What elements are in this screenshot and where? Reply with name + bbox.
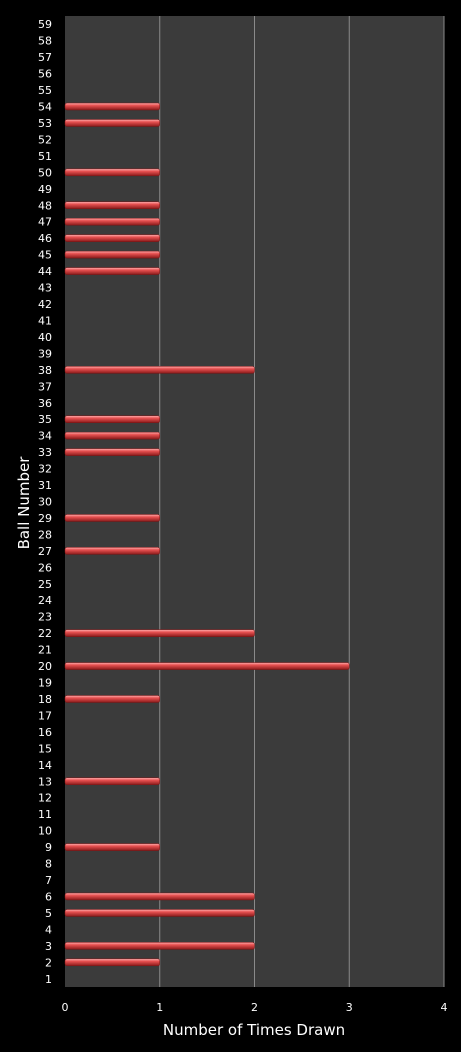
- y-tick-label: 3: [45, 940, 52, 953]
- y-tick-label: 48: [38, 199, 52, 212]
- y-tick-label: 38: [38, 364, 52, 377]
- bar-ball-33: [64, 448, 160, 456]
- x-tick-label: 3: [346, 1001, 353, 1014]
- bar-ball-27: [64, 547, 160, 555]
- y-tick-label: 46: [38, 232, 52, 245]
- bar-ball-47: [64, 217, 160, 226]
- bar-ball-29: [64, 514, 160, 522]
- y-tick-label: 8: [45, 858, 52, 871]
- bar-ball-13: [64, 777, 160, 786]
- y-tick-label: 42: [38, 298, 52, 311]
- y-tick-label: 2: [45, 956, 52, 969]
- bar-ball-35: [64, 415, 160, 423]
- y-tick-label: 24: [38, 594, 52, 607]
- y-axis-title: Ball Number: [15, 456, 33, 550]
- y-tick-label: 20: [38, 660, 52, 673]
- bar-ball-44: [64, 267, 160, 275]
- y-tick-label: 15: [38, 742, 52, 755]
- y-tick-label: 14: [38, 759, 52, 772]
- y-tick-label: 39: [38, 347, 52, 360]
- bar-ball-34: [64, 431, 160, 440]
- y-tick-label: 54: [38, 101, 52, 114]
- y-tick-label: 47: [38, 216, 52, 229]
- y-tick-label: 45: [38, 249, 52, 262]
- y-tick-label: 43: [38, 282, 52, 295]
- y-tick-label: 26: [38, 561, 52, 574]
- y-tick-label: 31: [38, 479, 52, 492]
- y-tick-label: 9: [45, 841, 52, 854]
- bar-ball-50: [64, 168, 160, 177]
- bar-ball-22: [64, 629, 255, 637]
- x-tick-labels: 0 1 2 3 4: [62, 1001, 448, 1014]
- y-tick-label: 58: [38, 35, 52, 48]
- bar-series: [64, 102, 350, 967]
- y-tick-label: 56: [38, 68, 52, 81]
- y-tick-label: 37: [38, 380, 52, 393]
- y-tick-label: 32: [38, 463, 52, 476]
- y-tick-label: 1: [45, 973, 52, 986]
- x-tick-label: 0: [62, 1001, 69, 1014]
- y-tick-label: 10: [38, 825, 52, 838]
- y-tick-label: 19: [38, 677, 52, 690]
- x-axis-title: Number of Times Drawn: [163, 1021, 345, 1039]
- y-tick-label: 51: [38, 150, 52, 163]
- y-tick-label: 52: [38, 133, 52, 146]
- y-tick-label: 53: [38, 117, 52, 130]
- bar-ball-45: [64, 250, 160, 259]
- y-tick-label: 23: [38, 611, 52, 624]
- y-tick-label: 27: [38, 545, 52, 558]
- y-tick-label: 33: [38, 446, 52, 459]
- bar-ball-2: [64, 958, 160, 967]
- x-tick-label: 1: [156, 1001, 163, 1014]
- y-tick-label: 22: [38, 627, 52, 640]
- y-tick-label: 35: [38, 413, 52, 426]
- y-tick-label: 25: [38, 578, 52, 591]
- x-tick-label: 4: [441, 1001, 448, 1014]
- y-tick-label: 55: [38, 84, 52, 97]
- y-tick-label: 34: [38, 430, 52, 443]
- x-tick-label: 2: [251, 1001, 258, 1014]
- y-tick-label: 6: [45, 890, 52, 903]
- y-tick-label: 28: [38, 528, 52, 541]
- y-tick-label: 21: [38, 644, 52, 657]
- y-tick-label: 57: [38, 51, 52, 64]
- y-tick-label: 36: [38, 397, 52, 410]
- y-tick-label: 17: [38, 709, 52, 722]
- y-tick-label: 49: [38, 183, 52, 196]
- bar-ball-46: [64, 234, 160, 242]
- y-tick-label: 11: [38, 808, 52, 821]
- y-tick-label: 7: [45, 874, 52, 887]
- y-tick-label: 18: [38, 693, 52, 706]
- y-tick-label: 41: [38, 314, 52, 327]
- y-tick-label: 5: [45, 907, 52, 920]
- bar-ball-38: [64, 366, 255, 374]
- y-tick-labels: 1234567891011121314151617181920212223242…: [38, 18, 52, 986]
- gridlines: [159, 16, 445, 987]
- y-tick-label: 4: [45, 923, 52, 936]
- bar-ball-54: [64, 102, 160, 111]
- bar-ball-48: [64, 201, 160, 210]
- y-tick-label: 12: [38, 792, 52, 805]
- bar-ball-20: [64, 662, 350, 670]
- bar-ball-6: [64, 892, 255, 901]
- y-tick-label: 40: [38, 331, 52, 344]
- y-tick-label: 50: [38, 166, 52, 179]
- y-tick-label: 30: [38, 496, 52, 509]
- y-tick-label: 13: [38, 775, 52, 788]
- bar-ball-9: [64, 843, 160, 851]
- y-tick-label: 29: [38, 512, 52, 525]
- y-tick-label: 59: [38, 18, 52, 31]
- y-tick-label: 44: [38, 265, 52, 278]
- bar-ball-53: [64, 119, 160, 127]
- bar-ball-18: [64, 695, 160, 703]
- y-tick-label: 16: [38, 726, 52, 739]
- bar-ball-3: [64, 942, 255, 950]
- bar-ball-5: [64, 909, 255, 917]
